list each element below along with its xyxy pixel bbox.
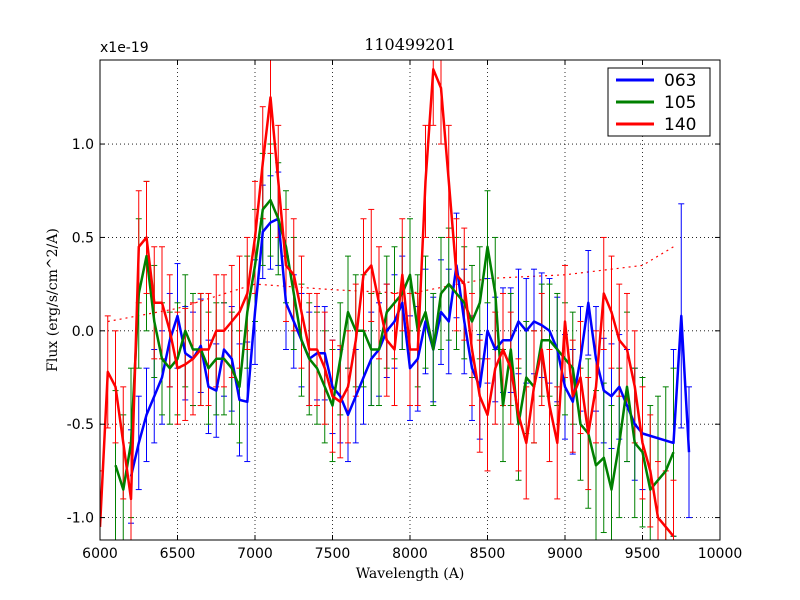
legend-label-105: 105 — [664, 93, 696, 113]
y-tick-label: 0.5 — [72, 230, 94, 246]
x-tick-label: 10000 — [698, 546, 743, 562]
x-tick-label: 7000 — [237, 546, 273, 562]
y-tick-labels: -1.0 -0.5 0.0 0.5 1.0 — [67, 137, 94, 527]
y-tick-label: 1.0 — [72, 137, 94, 153]
y-tick-label: 0.0 — [72, 324, 94, 340]
y-axis-label: Flux (erg/s/cm^2/A) — [45, 228, 61, 372]
y-tick-label: -0.5 — [67, 417, 94, 433]
y-offset-label: x1e-19 — [100, 40, 149, 56]
x-tick-label: 6500 — [160, 546, 196, 562]
ticks-group — [99, 60, 721, 540]
x-tick-label: 7500 — [315, 546, 351, 562]
x-tick-label: 9500 — [625, 546, 661, 562]
x-axis-label: Wavelength (A) — [356, 566, 465, 582]
chart-title: 110499201 — [364, 35, 456, 54]
y-tick-label: -1.0 — [67, 511, 94, 527]
x-tick-label: 9000 — [547, 546, 583, 562]
legend: 063 105 140 — [607, 67, 711, 137]
x-tick-label: 8500 — [470, 546, 506, 562]
x-tick-labels: 6000 6500 7000 7500 8000 8500 9000 9500 10000 — [82, 546, 742, 562]
errorbar-063 — [686, 386, 692, 519]
series-line-140 — [100, 68, 675, 538]
x-tick-label: 6000 — [82, 546, 118, 562]
x-tick-label: 8000 — [392, 546, 428, 562]
series-line-105 — [114, 198, 675, 491]
series-lines-group — [100, 68, 691, 538]
legend-label-140: 140 — [664, 115, 696, 135]
legend-label-063: 063 — [664, 71, 696, 91]
